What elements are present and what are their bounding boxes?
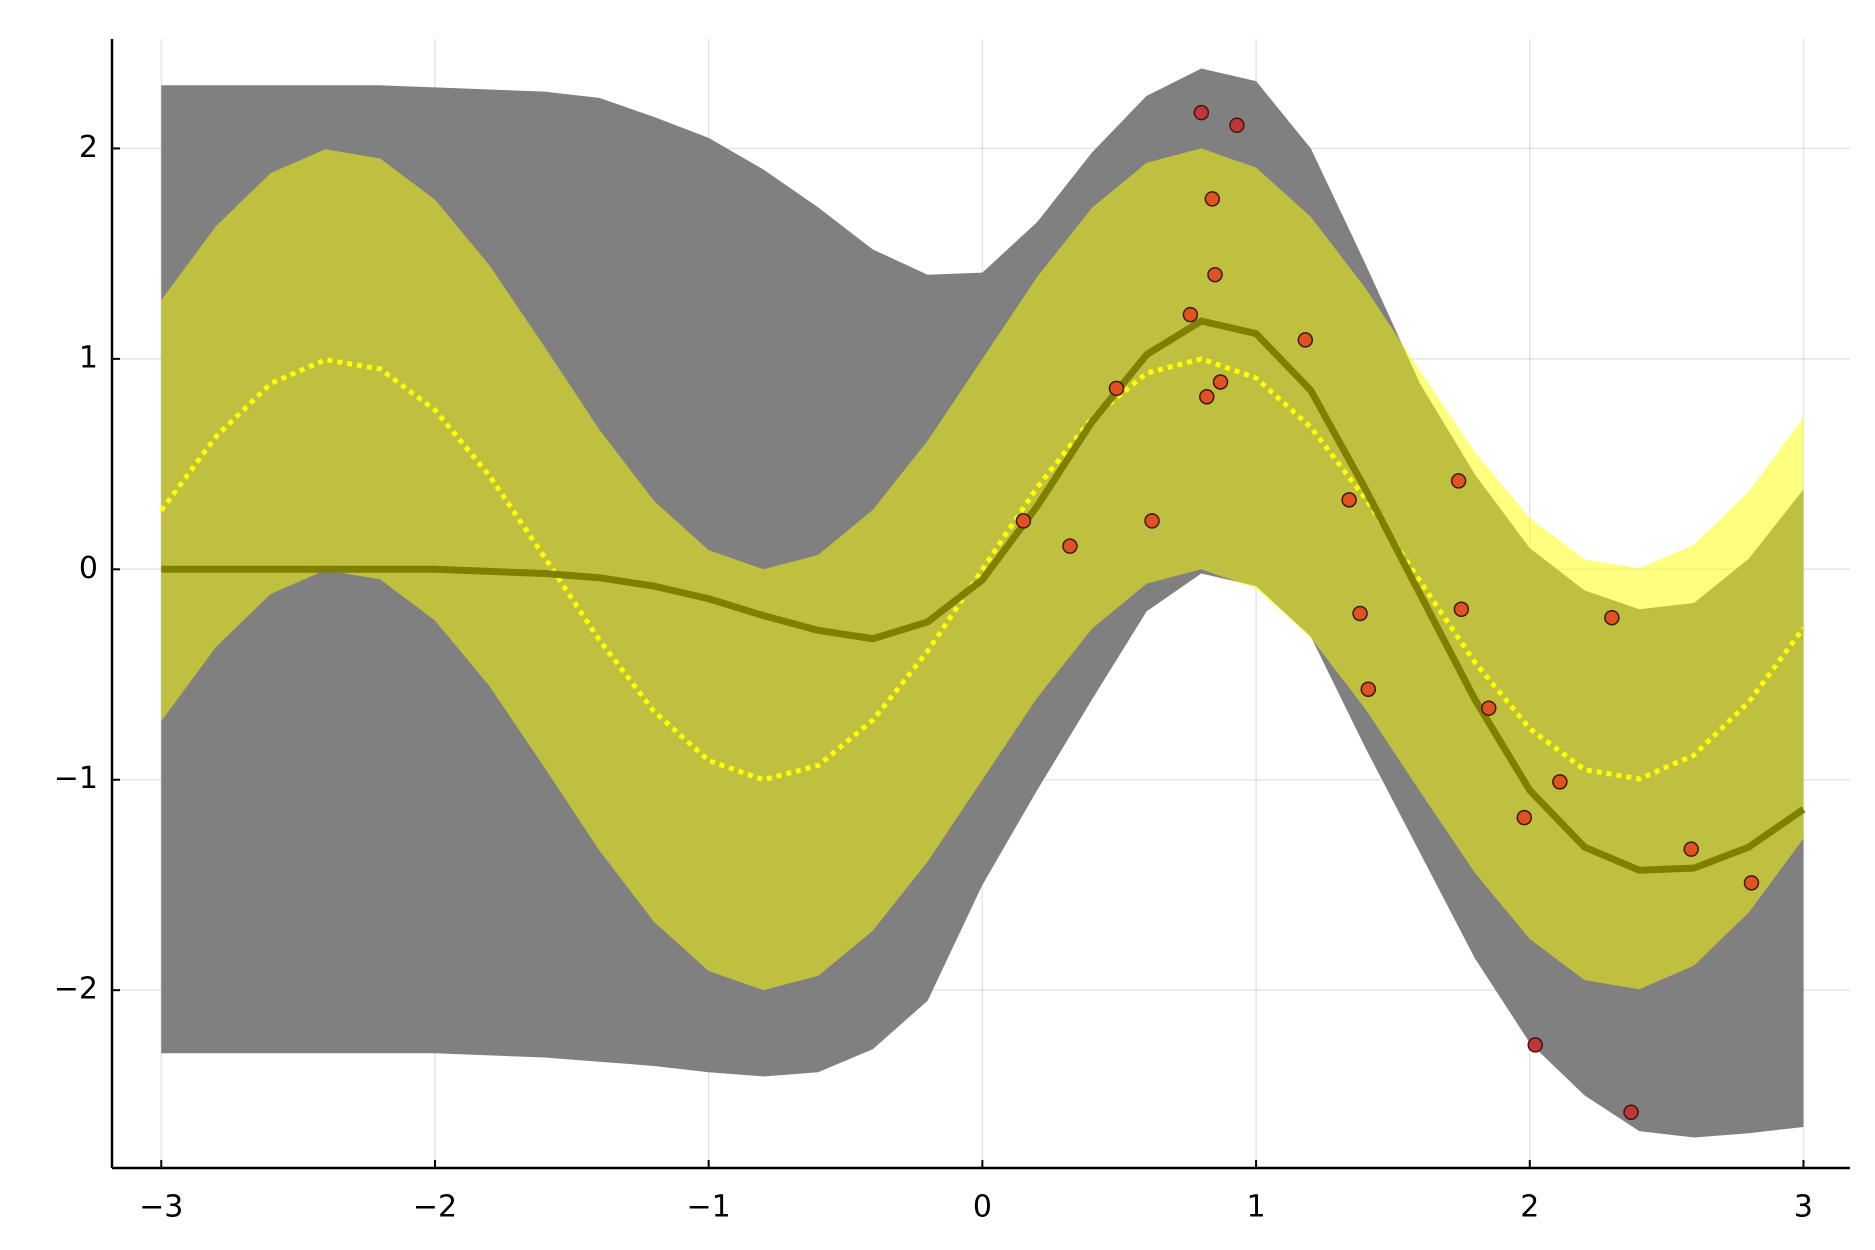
data-point [1743, 875, 1760, 891]
data-point [1604, 609, 1620, 626]
x-tick-label: 0 [973, 1190, 992, 1225]
axes-layer: −3 −2 −1 0 1 2 3 −2 −1 0 1 2 [54, 39, 1850, 1225]
data-point [1144, 513, 1160, 529]
y-tick-label: 2 [79, 130, 98, 165]
y-tick-label: 1 [79, 340, 98, 375]
data-point [1204, 191, 1221, 207]
data-point [1352, 605, 1368, 622]
y-tick-label: 0 [79, 551, 98, 586]
line-layer [159, 317, 1806, 874]
data-point [1453, 601, 1470, 618]
y-tick-label: −1 [54, 761, 98, 796]
data-point [1360, 681, 1377, 698]
x-tick-label: 1 [1247, 1190, 1266, 1225]
x-tick-label: −3 [139, 1190, 183, 1225]
data-point [1015, 513, 1032, 529]
data-point [1683, 841, 1700, 857]
data-point [1193, 104, 1210, 121]
data-point [1297, 332, 1314, 348]
data-point [1450, 473, 1467, 489]
data-point [1108, 380, 1125, 397]
data-point [1199, 388, 1215, 405]
mean-line [161, 317, 1806, 874]
y-tick-label: −2 [54, 972, 98, 1007]
data-point [1623, 1104, 1639, 1120]
data-point [1480, 700, 1497, 716]
true-function-line [159, 356, 1806, 783]
x-tick-label: −2 [413, 1190, 457, 1225]
data-point [1516, 809, 1533, 826]
x-tick-label: 3 [1794, 1190, 1813, 1225]
data-point [1341, 492, 1357, 508]
x-tick-label: 2 [1520, 1190, 1539, 1225]
data-point [1527, 1037, 1543, 1053]
data-point [1229, 117, 1245, 134]
data-point [1207, 266, 1223, 283]
data-point [1552, 774, 1568, 790]
data-point [1182, 306, 1199, 323]
point-layer [1015, 104, 1760, 1120]
data-point [1062, 538, 1078, 554]
data-point [1212, 374, 1229, 390]
x-tick-label: −1 [687, 1190, 731, 1225]
